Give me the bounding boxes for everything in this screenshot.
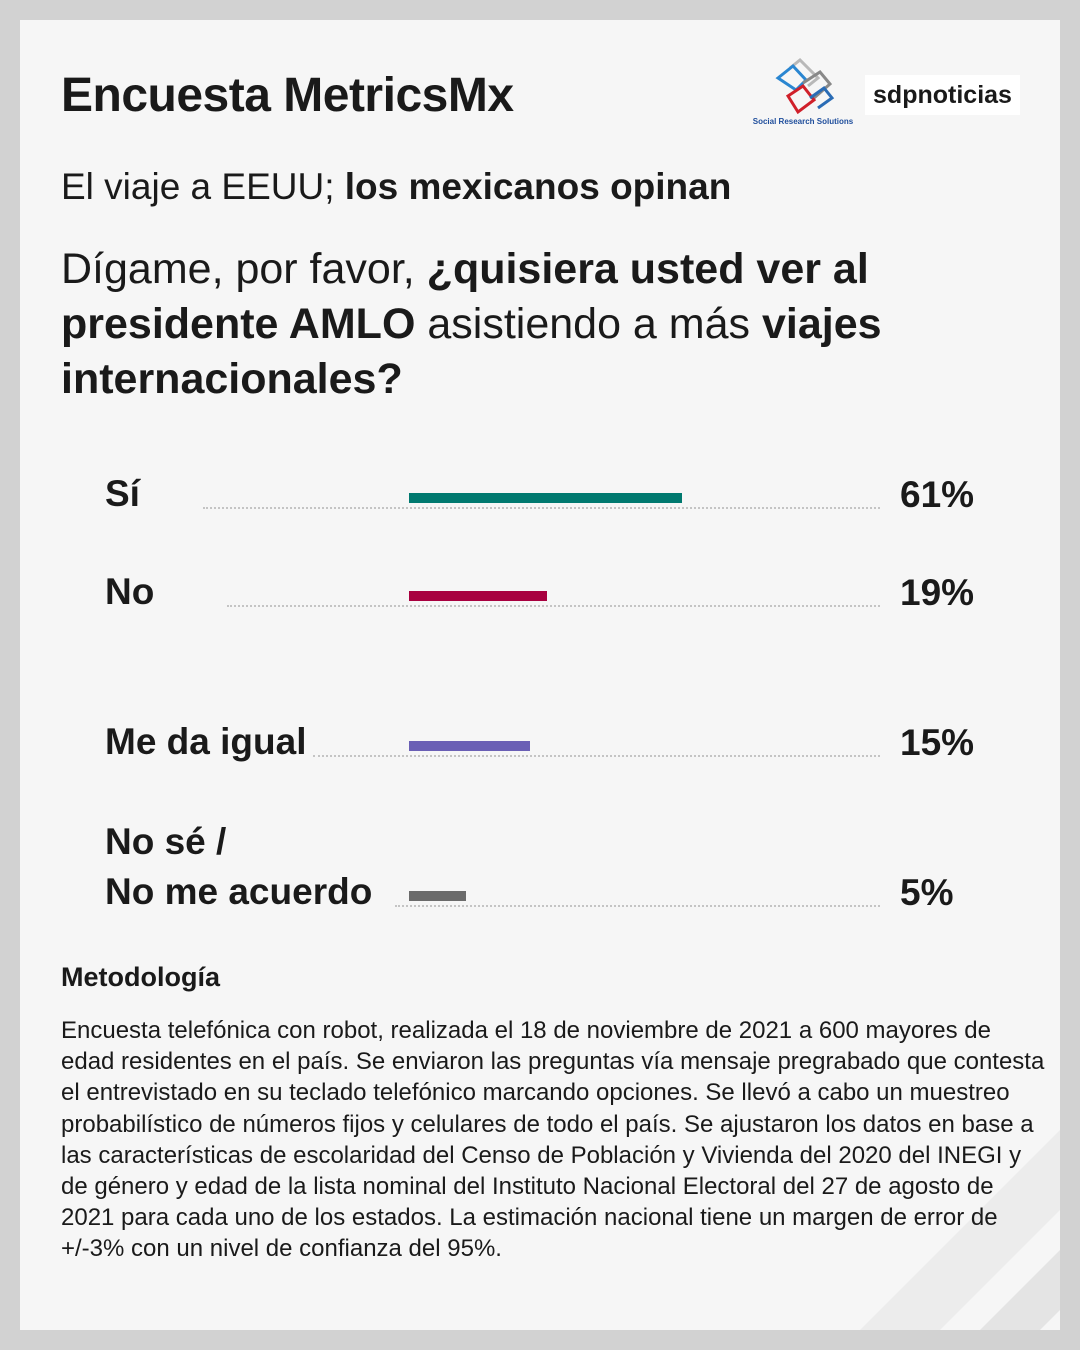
bar: [409, 741, 530, 751]
sdpnoticias-logo: sdpnoticias: [865, 75, 1020, 115]
category-label: Sí: [105, 473, 140, 514]
category-label: No me acuerdo: [105, 871, 373, 912]
bar: [409, 493, 682, 503]
subtitle: El viaje a EEUU; los mexicanos opinan: [61, 166, 731, 208]
category-label: Me da igual: [105, 721, 307, 762]
data-label: 15%: [900, 722, 975, 763]
bar: [409, 591, 547, 601]
page-title: Encuesta MetricsMx: [61, 69, 514, 122]
bar: [409, 891, 466, 901]
methodology-title: Metodología: [61, 962, 220, 992]
infographic-card: Encuesta MetricsMx Social Research Solut…: [20, 20, 1060, 1330]
category-label: No sé /: [105, 821, 227, 862]
dotted-guide: [203, 507, 880, 509]
question-part: Dígame, por favor,: [61, 245, 427, 293]
srs-logo: Social Research Solutions: [748, 57, 858, 133]
decorative-stripes: [860, 1130, 1060, 1330]
question-part: asistiendo a más: [415, 300, 762, 348]
data-label: 61%: [900, 474, 975, 515]
subtitle-regular: El viaje a EEUU;: [61, 166, 345, 207]
category-label: No: [105, 571, 155, 612]
dotted-guide: [227, 605, 880, 607]
svg-text:Social Research Solutions: Social Research Solutions: [753, 117, 854, 126]
question: Dígame, por favor, ¿quisiera usted ver a…: [61, 242, 961, 407]
question-part: viajes internacionales?: [61, 300, 882, 403]
dotted-guide: [395, 905, 880, 907]
methodology-text: Encuesta telefónica con robot, realizada…: [61, 1017, 1045, 1263]
question-part: ¿quisiera usted ver al presidente AMLO: [61, 245, 869, 348]
subtitle-bold: los mexicanos opinan: [344, 166, 732, 207]
data-label: 5%: [900, 872, 954, 913]
dotted-guide: [313, 755, 880, 757]
data-label: 19%: [900, 572, 975, 613]
